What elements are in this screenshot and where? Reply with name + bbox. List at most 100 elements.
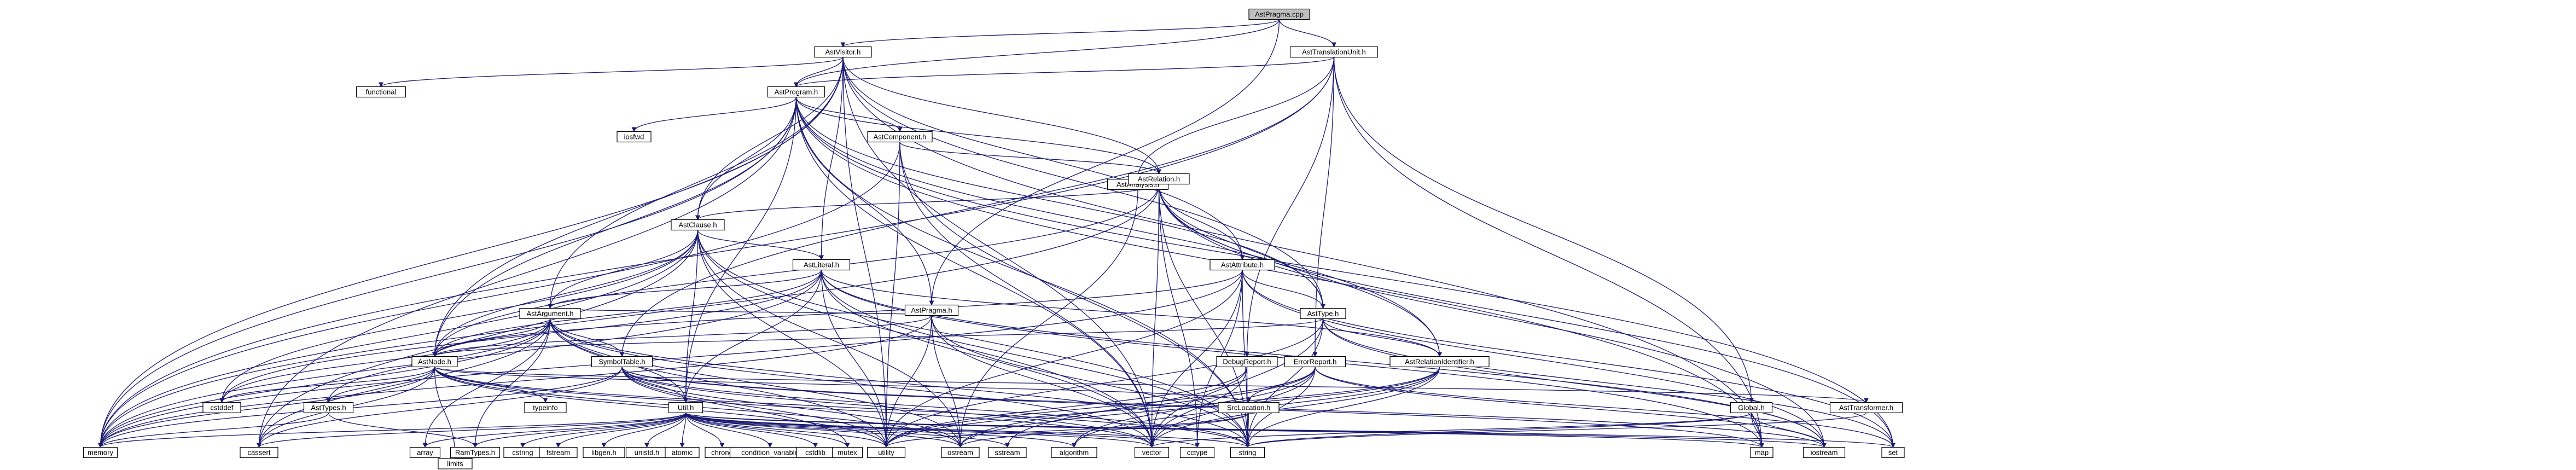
include-edge [697,230,1251,448]
node-astrelationidentifier-h[interactable]: AstRelationIdentifier.h [1389,356,1490,368]
node-box [1829,402,1903,414]
node-label: cctype [1187,449,1208,457]
node-array: array [409,446,441,459]
node-label: fstream [546,449,570,457]
include-edge [958,367,1440,448]
node-label: AstProgram.h [775,88,818,96]
node-atomic: atomic [665,446,700,459]
node-box [671,219,725,231]
node-astvisitor-h[interactable]: AstVisitor.h [814,46,872,58]
node-label: condition_variable [741,449,799,457]
node-box [767,86,825,98]
node-global-h[interactable]: Global.h [1730,402,1773,414]
node-utility: utility [867,446,906,459]
node-symboltable-h[interactable]: SymbolTable.h [591,356,653,368]
node-astrelation-h[interactable]: AstRelation.h [1128,173,1190,185]
include-edge [1242,270,1827,448]
node-cctype: cctype [1179,446,1215,459]
include-edge [98,184,1160,448]
node-label: unistd.h [635,449,660,457]
node-label: chrono [711,449,733,457]
include-edge [685,412,1895,448]
node-astcomponent-h[interactable]: AstComponent.h [867,131,933,143]
node-box [904,304,959,316]
include-edge [472,318,551,448]
node-cstdlib: cstdlib [796,446,835,459]
include-edge [899,142,1161,175]
node-label: AstArgument.h [527,310,574,318]
node-label: libgen.h [591,449,617,457]
node-iostream: iostream [1802,446,1846,459]
include-edge [621,367,1250,448]
node-box [591,356,653,368]
node-errorreport-h[interactable]: ErrorReport.h [1284,356,1346,368]
node-astnode-h[interactable]: AstNode.h [411,356,458,368]
node-astliteral-h[interactable]: AstLiteral.h [792,259,851,271]
node-label: atomic [672,449,693,457]
node-ostream: ostream [941,446,980,459]
node-astpragma-cpp[interactable]: AstPragma.cpp [1248,8,1310,20]
include-edge [685,413,850,448]
include-edge [1751,413,1827,448]
node-box [941,446,980,459]
include-edge [1244,57,1335,357]
include-edge [695,57,844,221]
node-label: Global.h [1738,404,1764,412]
node-label: AstPragma.cpp [1255,10,1304,19]
node-set: set [1881,446,1905,459]
node-debugreport-h[interactable]: DebugReport.h [1216,356,1278,368]
include-edge [1149,367,1440,448]
include-edge [883,142,900,448]
node-limits: limits [438,458,473,469]
node-asttype-h[interactable]: AstType.h [1300,307,1346,320]
include-edge [548,307,932,316]
node-box [1216,356,1278,368]
include-edge [958,413,1249,448]
node-box [665,446,700,459]
node-label: iosfwd [624,133,644,141]
node-asttransformer-h[interactable]: AstTransformer.h [1829,402,1903,414]
include-edge [219,270,822,403]
include-edge [1315,367,1895,448]
include-edge [1149,184,1160,448]
node-label: cstdlib [805,449,825,457]
include-edge [619,57,1335,357]
include-edge [1245,367,1440,448]
node-astargument-h[interactable]: AstArgument.h [519,307,581,320]
node-box [867,131,933,143]
node-box [450,446,501,459]
include-edge [556,413,687,448]
node-cstring: cstring [503,446,542,459]
node-label: AstNode.h [418,358,451,366]
node-asttypes-h[interactable]: AstTypes.h [303,402,354,414]
include-edge [621,367,1154,448]
include-edge [548,270,822,309]
node-libgen-h: libgen.h [583,446,625,459]
node-ramtypes-h[interactable]: RamTypes.h [450,446,501,459]
include-edge [683,97,797,403]
node-astpragma-h[interactable]: AstPragma.h [904,304,959,316]
node-string: string [1230,446,1265,459]
include-edge [697,230,889,448]
include-edge [1245,412,1752,448]
include-edge [931,315,1155,448]
node-label: AstTransformer.h [1839,404,1893,412]
node-util-h[interactable]: Util.h [668,402,703,414]
include-edge [685,412,1250,448]
include-edge [547,57,844,309]
node-box [1128,173,1190,185]
include-edge [1149,318,1324,448]
include-edge [883,367,1316,448]
node-srclocation-h[interactable]: SrcLocation.h [1218,402,1280,414]
node-asttranslationunit-h[interactable]: AstTranslationUnit.h [1289,46,1379,58]
node-astclause-h[interactable]: AstClause.h [671,219,725,231]
node-fstream: fstream [539,446,578,459]
node-label: typeinfo [533,404,558,412]
node-box [814,46,872,58]
node-astprogram-h[interactable]: AstProgram.h [767,86,825,98]
node-astattribute-h[interactable]: AstAttribute.h [1210,259,1275,271]
include-edge [697,230,1155,448]
node-box [792,259,851,271]
include-edge [795,97,1895,448]
